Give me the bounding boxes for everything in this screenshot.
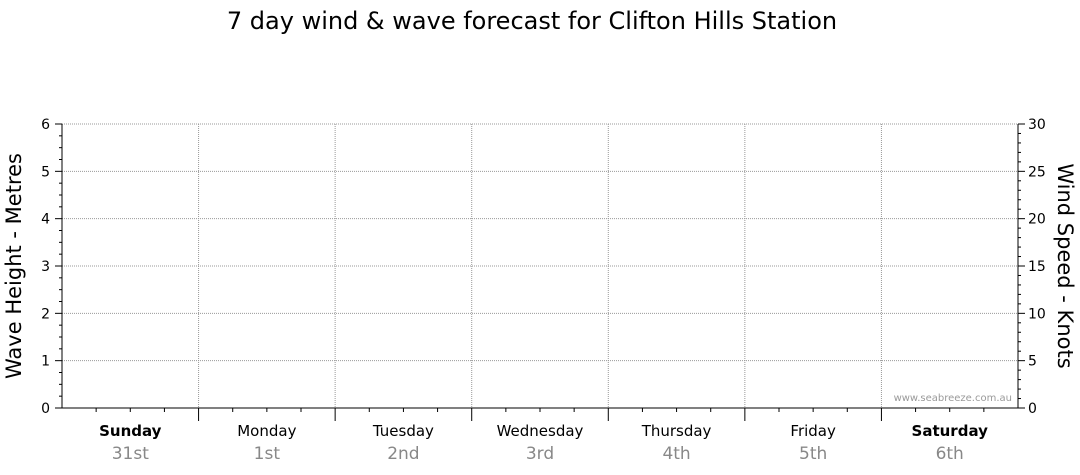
left-tick-label: 3	[41, 259, 50, 275]
chart-title: 7 day wind & wave forecast for Clifton H…	[227, 7, 837, 35]
day-name-label: Saturday	[912, 422, 989, 440]
day-date-label: 2nd	[387, 444, 419, 464]
day-date-label: 31st	[112, 444, 149, 464]
watermark: www.seabreeze.com.au	[894, 393, 1012, 404]
day-date-label: 4th	[662, 444, 690, 464]
left-tick-label: 6	[41, 117, 50, 133]
right-tick-label: 10	[1028, 306, 1046, 322]
left-tick-label: 0	[41, 401, 50, 417]
left-axis-label: Wave Height - Metres	[2, 153, 26, 379]
left-tick-label: 2	[41, 306, 50, 322]
day-name-label: Friday	[790, 422, 836, 440]
day-date-label: 5th	[799, 444, 827, 464]
day-name-label: Monday	[237, 422, 296, 440]
day-labels: Sunday 31st Monday 1st Tuesday 2nd Wednesday 3r…	[99, 422, 988, 464]
right-y-axis-ticks: 0 5 10 15 20 25 30	[1018, 117, 1046, 417]
day-date-label: 6th	[936, 444, 964, 464]
right-tick-label: 20	[1028, 212, 1046, 228]
x-axis-ticks	[95, 408, 985, 421]
right-tick-label: 5	[1028, 354, 1037, 370]
grid-lines	[62, 123, 1018, 408]
day-date-label: 3rd	[526, 444, 554, 464]
left-tick-label: 1	[41, 354, 50, 370]
right-axis-label: Wind Speed - Knots	[1053, 163, 1077, 368]
left-y-axis-ticks: 0 1 2 3 4 5 6	[41, 117, 62, 417]
left-tick-label: 4	[41, 212, 50, 228]
right-tick-label: 25	[1028, 164, 1046, 180]
day-date-label: 1st	[254, 444, 281, 464]
right-tick-label: 15	[1028, 259, 1046, 275]
left-tick-label: 5	[41, 164, 50, 180]
day-name-label: Sunday	[99, 422, 162, 440]
right-tick-label: 30	[1028, 117, 1046, 133]
day-name-label: Tuesday	[372, 422, 434, 440]
right-tick-label: 0	[1028, 401, 1037, 417]
day-name-label: Wednesday	[497, 422, 584, 440]
day-name-label: Thursday	[641, 422, 712, 440]
